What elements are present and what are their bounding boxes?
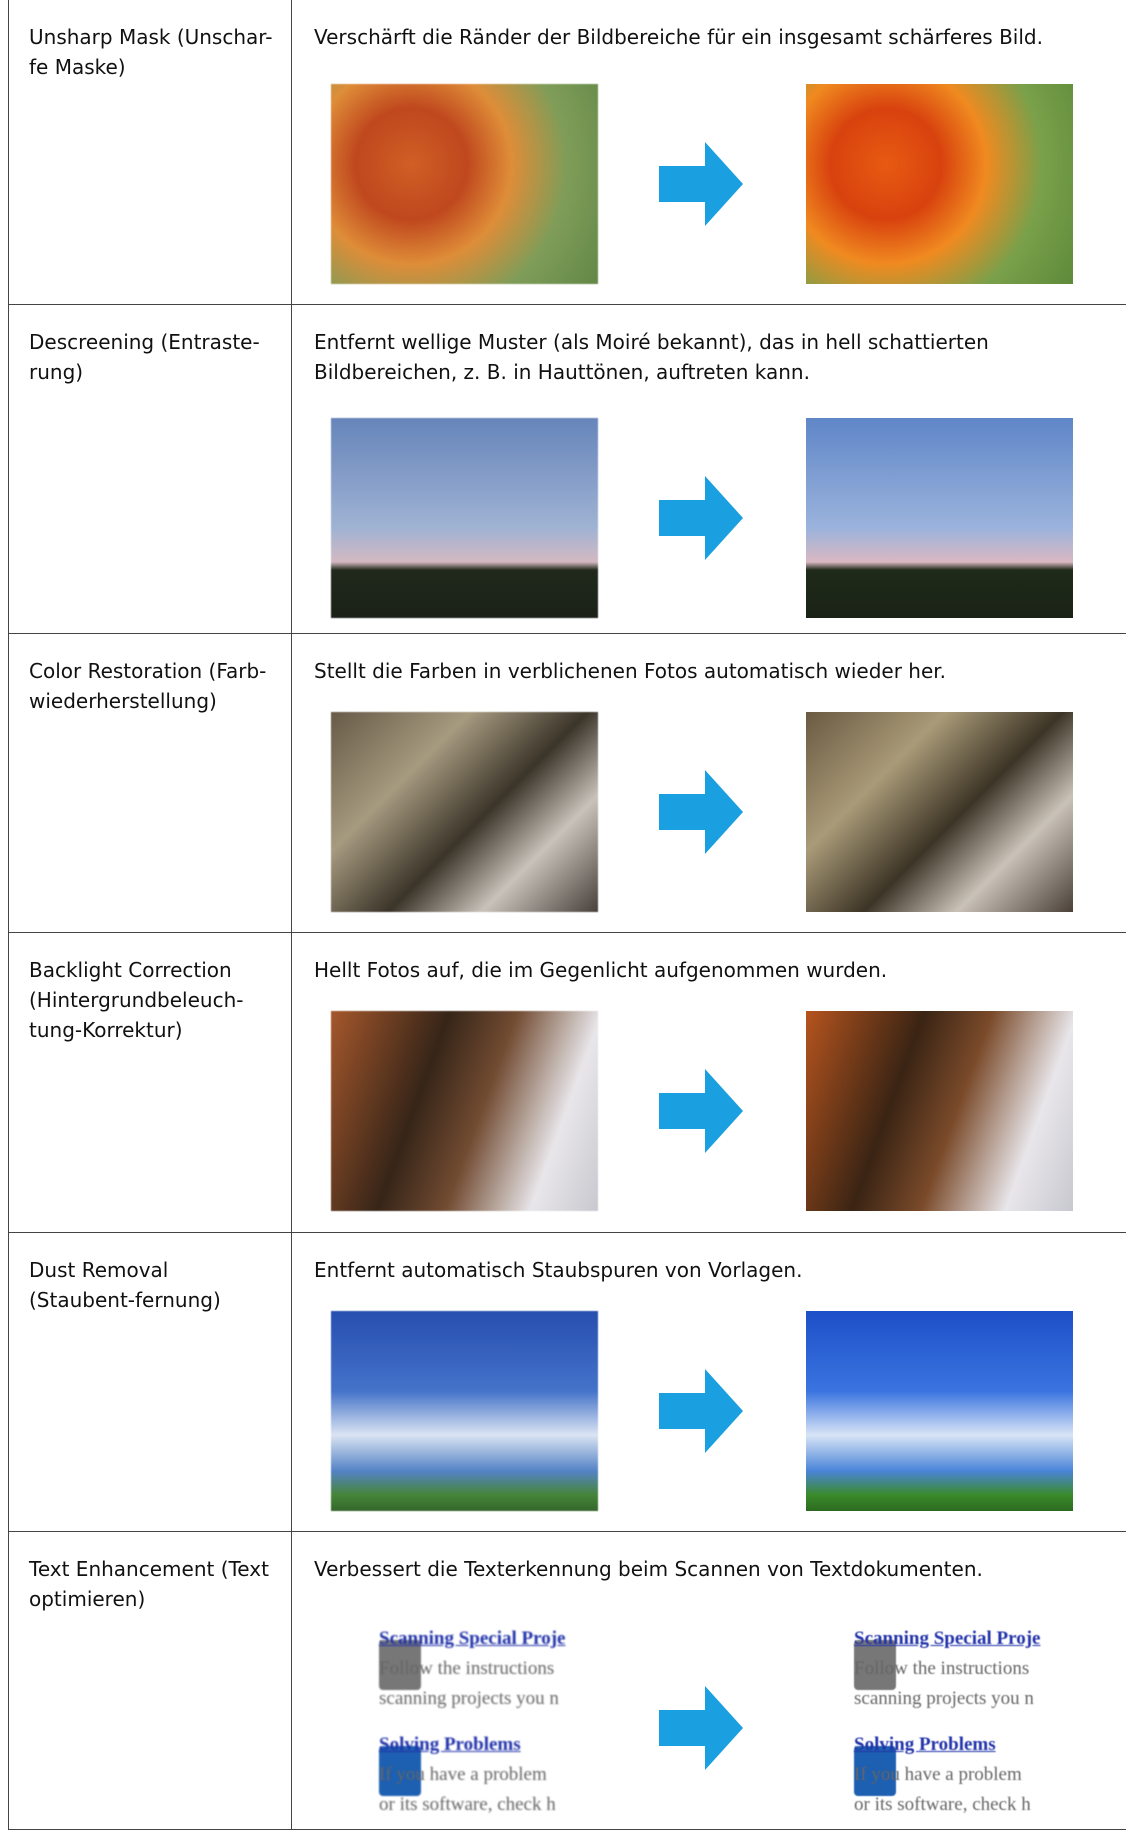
table-row: Descreening (Entraste-rung) Entfernt well… bbox=[8, 305, 1126, 634]
feature-description: Verbessert die Texterkennung beim Scanne… bbox=[314, 1557, 983, 1581]
table-row: Dust Removal (Staubent-fernung) Entfernt … bbox=[8, 1233, 1126, 1532]
before-image bbox=[331, 418, 598, 618]
after-image bbox=[806, 418, 1073, 618]
feature-name: Descreening (Entraste-rung) bbox=[9, 305, 292, 633]
arrow bbox=[659, 1369, 743, 1453]
sample-text: Solving Problems bbox=[379, 1734, 521, 1755]
before-image bbox=[331, 1011, 598, 1211]
icon bbox=[379, 1640, 421, 1690]
table-row: Unsharp Mask (Unschar-fe Maske) Verschärf… bbox=[8, 0, 1126, 305]
sample-text: Follow the instructions bbox=[379, 1658, 555, 1679]
sample-text: or its software, check h bbox=[379, 1794, 556, 1815]
feature-description: Hellt Fotos auf, die im Gegenlicht aufge… bbox=[314, 958, 888, 982]
sample-text: If you have a problem bbox=[379, 1764, 547, 1785]
before-image: Scanning Special Proje Follow the instruc… bbox=[331, 1628, 598, 1828]
after-image: Scanning Special Proje Follow the instruc… bbox=[806, 1628, 1073, 1828]
icon bbox=[854, 1746, 896, 1796]
sample-text: Scanning Special Proje bbox=[379, 1628, 566, 1649]
sample-text: scanning projects you n bbox=[379, 1688, 559, 1709]
sample-text: or its software, check h bbox=[854, 1794, 1031, 1815]
sample-text: Scanning Special Proje bbox=[854, 1628, 1041, 1649]
feature-name: Color Restoration (Farb-wiederherstellun… bbox=[9, 634, 292, 932]
feature-description: Verschärft die Ränder der Bildbereiche f… bbox=[314, 25, 1043, 49]
table-row: Color Restoration (Farb-wiederherstellun… bbox=[8, 634, 1126, 933]
sample-text: Solving Problems bbox=[854, 1734, 996, 1755]
table-row: Backlight Correction (Hintergrundbeleuch… bbox=[8, 933, 1126, 1233]
arrow bbox=[659, 142, 743, 226]
before-image bbox=[331, 712, 598, 912]
feature-description: Entfernt wellige Muster (als Moiré bekan… bbox=[314, 330, 989, 384]
after-image bbox=[806, 84, 1073, 284]
feature-name: Backlight Correction (Hintergrundbeleuch… bbox=[9, 933, 292, 1232]
after-image bbox=[806, 1311, 1073, 1511]
arrow bbox=[659, 1686, 743, 1770]
sample-text: Follow the instructions bbox=[854, 1658, 1030, 1679]
table-row: Text Enhancement (Text optimieren) Verbes… bbox=[8, 1532, 1126, 1830]
arrow bbox=[659, 476, 743, 560]
after-image bbox=[806, 1011, 1073, 1211]
sample-text: If you have a problem bbox=[854, 1764, 1022, 1785]
feature-description: Entfernt automatisch Staubspuren von Vor… bbox=[314, 1258, 803, 1282]
feature-name: Unsharp Mask (Unschar-fe Maske) bbox=[9, 0, 292, 304]
feature-description: Stellt die Farben in verblichenen Fotos … bbox=[314, 659, 947, 683]
arrow bbox=[659, 770, 743, 854]
icon bbox=[854, 1640, 896, 1690]
before-image bbox=[331, 1311, 598, 1511]
feature-name: Dust Removal (Staubent-fernung) bbox=[9, 1233, 292, 1531]
arrow bbox=[659, 1069, 743, 1153]
feature-name: Text Enhancement (Text optimieren) bbox=[9, 1532, 292, 1829]
before-image bbox=[331, 84, 598, 284]
icon bbox=[379, 1746, 421, 1796]
sample-text: scanning projects you n bbox=[854, 1688, 1034, 1709]
after-image bbox=[806, 712, 1073, 912]
